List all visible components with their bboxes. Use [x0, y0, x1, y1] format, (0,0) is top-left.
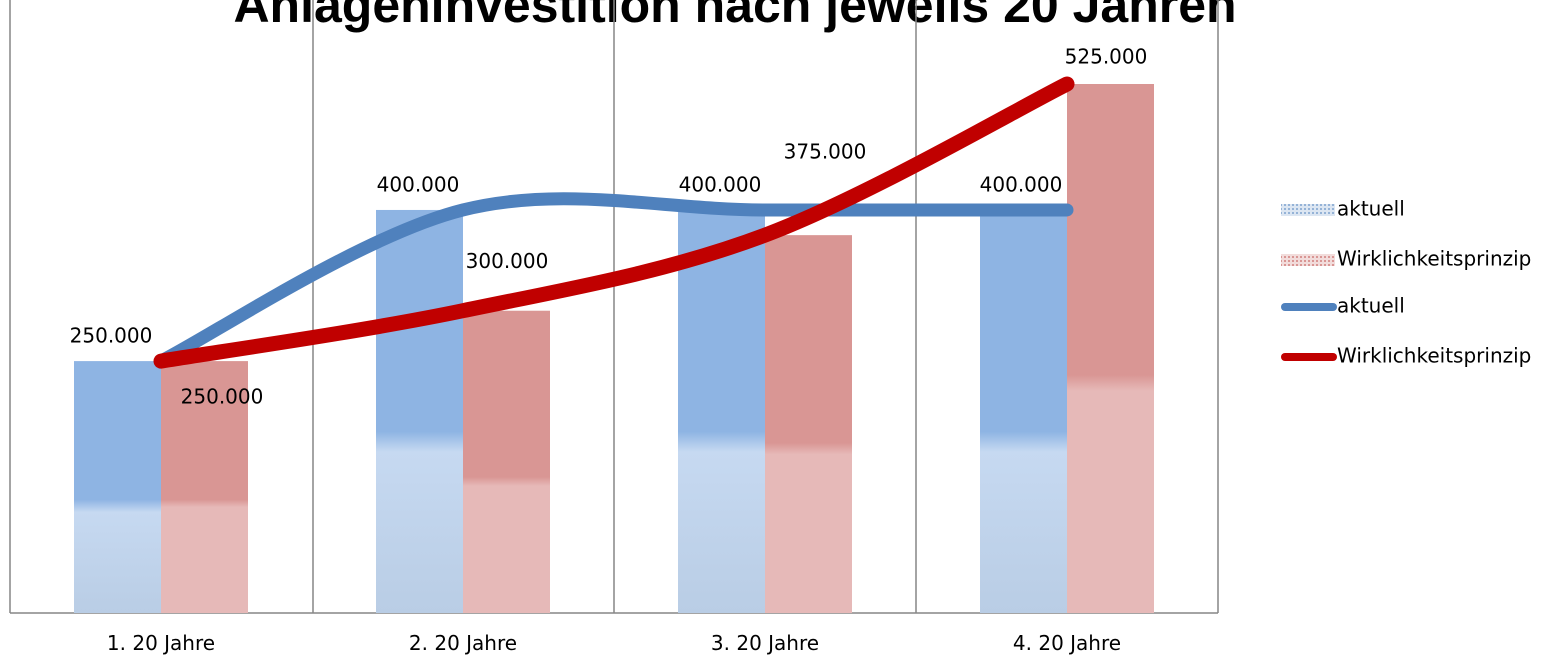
bar — [765, 235, 852, 613]
data-label: 400.000 — [980, 172, 1063, 196]
x-tick-label: 1. 20 Jahre — [107, 631, 215, 655]
chart-title: Anlageninvestition nach jeweils 20 Jahre… — [233, 0, 1236, 33]
bar — [463, 310, 550, 613]
legend-swatch — [1281, 204, 1335, 216]
data-label: 400.000 — [679, 172, 762, 196]
legend-label: aktuell — [1337, 294, 1405, 318]
data-label: 375.000 — [784, 140, 867, 164]
data-label: 525.000 — [1065, 45, 1148, 69]
legend-swatch — [1281, 254, 1335, 266]
legend-label: aktuell — [1337, 197, 1405, 221]
bar — [376, 209, 463, 613]
line — [154, 192, 1074, 368]
x-tick-label: 3. 20 Jahre — [711, 631, 819, 655]
x-tick-label: 4. 20 Jahre — [1013, 631, 1121, 655]
data-label: 400.000 — [377, 172, 460, 196]
data-label: 250.000 — [70, 324, 153, 348]
legend-label: Wirklichkeitsprinzip — [1337, 247, 1531, 271]
line — [153, 76, 1075, 369]
bar — [980, 209, 1067, 613]
bar — [678, 209, 765, 613]
bar — [74, 361, 161, 613]
bar — [161, 361, 248, 613]
data-label: 300.000 — [466, 249, 549, 273]
legend-label: Wirklichkeitsprinzip — [1337, 344, 1531, 368]
bar — [1067, 84, 1154, 613]
x-tick-label: 2. 20 Jahre — [409, 631, 517, 655]
data-label: 250.000 — [181, 385, 264, 409]
